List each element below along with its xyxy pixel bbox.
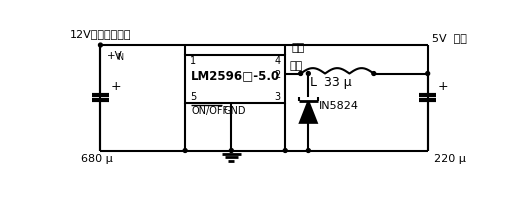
Text: 680 µ: 680 µ bbox=[80, 154, 112, 164]
Text: +V: +V bbox=[107, 51, 122, 61]
Circle shape bbox=[372, 72, 376, 75]
Text: 12V固定直流输入: 12V固定直流输入 bbox=[70, 29, 131, 39]
Text: +: + bbox=[438, 80, 448, 93]
Circle shape bbox=[307, 72, 310, 75]
Text: LM2596□-5.0: LM2596□-5.0 bbox=[190, 69, 280, 82]
Text: +: + bbox=[110, 80, 121, 93]
Text: IN5824: IN5824 bbox=[319, 101, 359, 111]
Text: ON/OFF: ON/OFF bbox=[191, 106, 229, 116]
Text: IN: IN bbox=[117, 54, 124, 62]
Text: 输出: 输出 bbox=[289, 61, 302, 71]
Text: 5V  输出: 5V 输出 bbox=[431, 33, 466, 43]
Circle shape bbox=[283, 149, 287, 153]
Circle shape bbox=[183, 149, 187, 153]
Circle shape bbox=[307, 149, 310, 153]
Polygon shape bbox=[300, 101, 317, 123]
Text: 3: 3 bbox=[275, 92, 281, 102]
Text: 反馈: 反馈 bbox=[292, 43, 304, 53]
Text: 220 µ: 220 µ bbox=[434, 154, 466, 164]
Text: 33 µ: 33 µ bbox=[324, 76, 351, 89]
Text: 4: 4 bbox=[275, 56, 281, 66]
Text: 5: 5 bbox=[190, 92, 196, 102]
Text: 1: 1 bbox=[190, 56, 196, 66]
Text: GND: GND bbox=[223, 106, 246, 116]
Text: L: L bbox=[310, 76, 317, 89]
Circle shape bbox=[230, 149, 233, 153]
Circle shape bbox=[426, 72, 430, 75]
Bar bbox=[185, 55, 285, 103]
Circle shape bbox=[299, 72, 302, 75]
Circle shape bbox=[99, 43, 102, 47]
Text: 2: 2 bbox=[275, 70, 281, 80]
